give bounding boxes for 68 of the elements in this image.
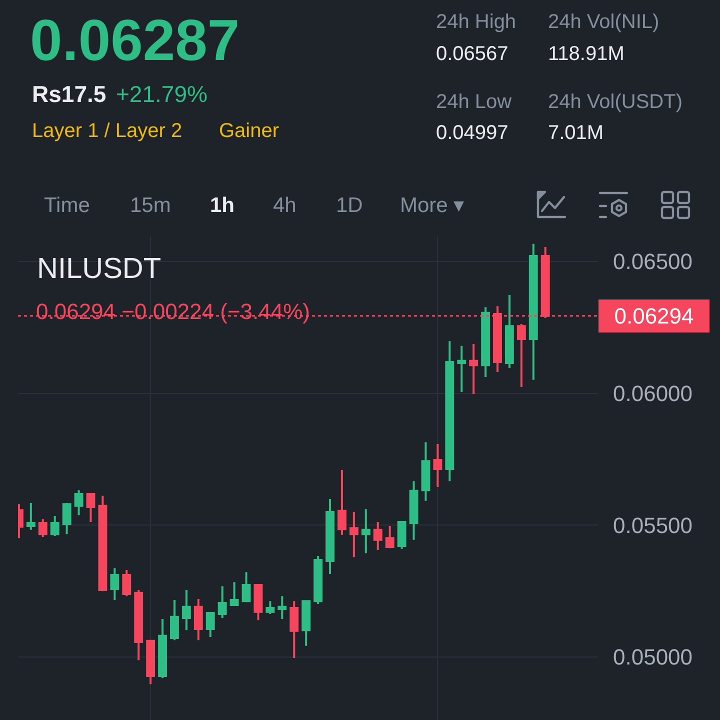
candlestick xyxy=(266,600,275,616)
candlestick xyxy=(373,521,382,551)
candlestick xyxy=(409,480,418,541)
candlestick xyxy=(158,618,167,680)
y-tick-label: 0.06000 xyxy=(613,381,693,406)
candlestick xyxy=(481,306,490,378)
text: +21.79% xyxy=(116,81,208,107)
candlestick xyxy=(50,514,60,537)
text: 4h xyxy=(273,194,296,217)
text: 1D xyxy=(336,194,363,217)
candlestick xyxy=(134,589,144,662)
text: 0.06287 xyxy=(30,8,240,73)
candlestick xyxy=(254,582,263,622)
candlestick xyxy=(98,494,108,592)
candlestick xyxy=(206,612,215,638)
text: NILUSDT xyxy=(37,253,162,286)
text: 24h Vol(NIL) xyxy=(548,11,660,33)
candlestick xyxy=(290,600,299,660)
candlestick xyxy=(194,598,203,642)
candlestick xyxy=(110,567,120,602)
candlestick xyxy=(433,442,442,488)
candlestick xyxy=(74,489,84,516)
candlestick xyxy=(361,508,370,554)
text: Time xyxy=(44,194,90,217)
text: 0.04997 xyxy=(436,122,508,144)
text: 24h Vol(USDT) xyxy=(548,91,682,113)
candlestick xyxy=(445,340,454,482)
candlestick xyxy=(38,518,48,538)
candlestick xyxy=(397,520,406,550)
text: Gainer xyxy=(219,120,280,142)
candlestick xyxy=(326,498,334,575)
text: 15m xyxy=(130,194,171,217)
candlestick xyxy=(504,294,514,370)
candlestick xyxy=(469,343,478,396)
candlestick xyxy=(278,595,287,620)
text: Layer 1 / Layer 2 xyxy=(32,120,182,142)
text: 24h Low xyxy=(436,91,512,113)
candlestick xyxy=(230,581,239,606)
candlestick xyxy=(62,502,72,536)
candlestick xyxy=(146,639,156,686)
candlestick xyxy=(26,502,36,531)
candlestick xyxy=(528,242,538,381)
y-tick-label: 0.05500 xyxy=(613,512,693,538)
candlestick xyxy=(122,568,132,598)
ref-line-label: 0.06294 xyxy=(614,304,694,328)
y-tick-label: 0.06500 xyxy=(613,249,693,274)
candlestick xyxy=(349,510,358,558)
text: More ▾ xyxy=(400,194,465,217)
candlestick xyxy=(302,600,311,647)
candlestick xyxy=(218,585,227,619)
candlestick xyxy=(182,589,191,632)
text: 0.06567 xyxy=(436,43,508,65)
candlestick xyxy=(385,524,394,550)
text: Rs17.5 xyxy=(32,81,106,107)
text: 24h High xyxy=(436,11,516,33)
text: 7.01M xyxy=(548,122,604,144)
candlestick xyxy=(421,441,430,502)
candlestick xyxy=(516,323,526,388)
candlestick xyxy=(338,469,346,536)
candlestick xyxy=(170,599,179,642)
candlestick xyxy=(314,555,323,605)
candlestick xyxy=(457,344,466,394)
candlestick xyxy=(86,493,96,523)
y-tick-label: 0.05000 xyxy=(613,644,693,670)
annotation: 0.06294 −0.00224 (−3.44%) xyxy=(36,299,310,324)
text: 118.91M xyxy=(548,43,624,65)
candlestick xyxy=(242,571,251,602)
text: 1h xyxy=(210,194,235,217)
